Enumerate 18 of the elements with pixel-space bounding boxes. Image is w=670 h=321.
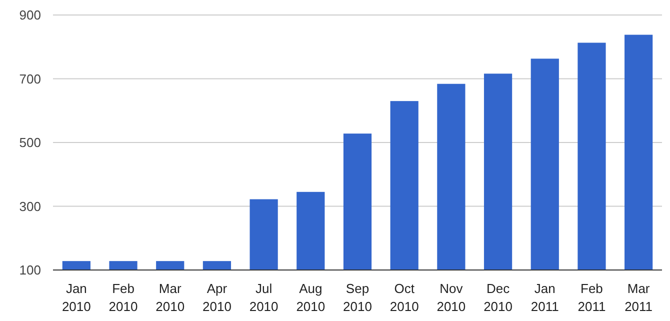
y-tick-label: 900 <box>19 8 41 23</box>
x-tick-label: Mar 2011 <box>624 281 653 314</box>
y-tick-label: 100 <box>19 262 41 278</box>
x-tick-label: Aug 2010 <box>296 281 326 314</box>
x-tick-label: Mar 2010 <box>156 281 185 314</box>
y-tick-label: 500 <box>19 135 41 150</box>
x-tick-label: Dec 2010 <box>484 281 512 314</box>
x-tick-label: Apr 2010 <box>202 281 232 314</box>
x-tick-label: Feb 2011 <box>578 281 606 314</box>
x-tick-label: Feb 2010 <box>108 281 138 314</box>
x-tick-label: Nov 2010 <box>436 281 466 314</box>
y-tick-label: 300 <box>19 198 41 214</box>
x-tick-label: Jan 2011 <box>530 281 559 314</box>
x-tick-label: Oct 2010 <box>390 281 419 314</box>
x-tick-label: Sep 2010 <box>343 281 372 314</box>
x-tick-label: Jan 2010 <box>62 281 91 314</box>
y-tick-label: 700 <box>19 71 41 86</box>
x-tick-label: Jul 2010 <box>249 281 278 314</box>
